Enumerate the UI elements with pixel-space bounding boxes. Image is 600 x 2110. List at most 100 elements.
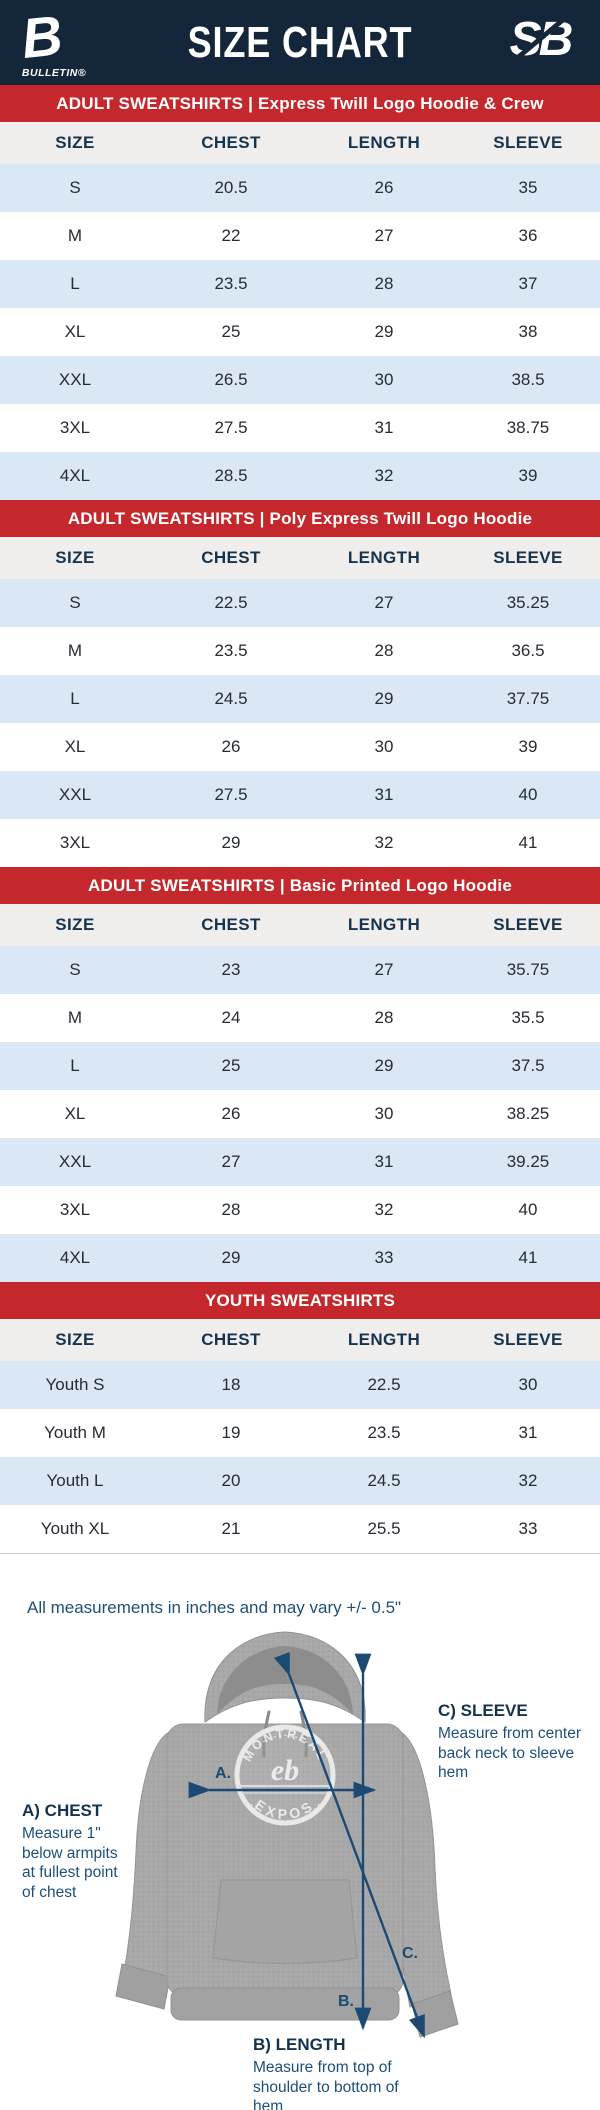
size-cell: Youth M [44,1423,106,1442]
table-row: L 24.5 29 37.75 [0,675,600,723]
size-cell: 3XL [59,1200,91,1219]
value-cell: 35.75 [506,960,550,979]
sleeve-arrow [274,1651,426,2039]
column-header: SIZE [55,133,95,152]
sleeve-label-title: C) SLEEVE [438,1701,528,1720]
svg-text:B: B [19,4,66,70]
measurements-note: All measurements in inches and may vary … [27,1598,402,1617]
table-row: M 24 28 35.5 [0,994,600,1042]
sb-logo-icon: SB [508,12,575,66]
table-row: Youth L 20 24.5 32 [0,1457,600,1505]
column-header: CHEST [201,1330,261,1349]
table-row: S 22.5 27 35.25 [0,579,600,627]
value-cell: 33 [518,1519,538,1538]
column-header: SLEEVE [493,548,563,567]
table-header-row: SIZE CHEST LENGTH SLEEVE [0,537,600,579]
value-cell: 26 [221,737,241,756]
table-row: L 23.5 28 37 [0,260,600,308]
table-row: XXL 27.5 31 40 [0,771,600,819]
value-cell: 35 [518,178,538,197]
table-row: XL 25 29 38 [0,308,600,356]
value-cell: 21 [221,1519,241,1538]
table-header-row: SIZE CHEST LENGTH SLEEVE [0,122,600,164]
value-cell: 30 [374,1104,394,1123]
page-header: B BULLETIN® SIZE CHART SB [0,0,600,85]
value-cell: 25.5 [367,1519,401,1538]
column-header: SLEEVE [493,133,563,152]
column-header: LENGTH [347,1330,421,1349]
value-cell: 39 [518,737,538,756]
column-header: SIZE [55,548,95,567]
value-cell: 27 [374,593,394,612]
value-cell: 18 [221,1375,241,1394]
column-header: CHEST [201,915,261,934]
value-cell: 29 [374,1056,394,1075]
column-header: SIZE [55,1330,95,1349]
chest-label-desc: Measure 1" below armpits at fullest poin… [22,1824,118,1902]
sb-logo: SB [494,8,586,72]
value-cell: 26 [374,178,394,197]
value-cell: 29 [221,833,241,852]
value-cell: 40 [518,1200,538,1219]
value-cell: 27 [221,1152,241,1171]
sleeve-label: C) SLEEVE Measure from center back neck … [438,1700,598,1783]
bulletin-logo-icon: B BULLETIN® [19,3,86,79]
column-header: LENGTH [347,548,421,567]
table-row: 4XL 29 33 41 [0,1234,600,1282]
value-cell: 37 [518,274,538,293]
table-row: XXL 27 31 39.25 [0,1138,600,1186]
size-cell: S [69,960,81,979]
value-cell: 31 [374,785,394,804]
value-cell: 25 [221,1056,241,1075]
table-row: Youth M 19 23.5 31 [0,1409,600,1457]
length-label-title: B) LENGTH [253,2035,346,2054]
table-header-row: SIZE CHEST LENGTH SLEEVE [0,1319,600,1361]
size-table: ADULT SWEATSHIRTS | Basic Printed Logo H… [0,867,600,1282]
value-cell: 26.5 [214,370,248,389]
value-cell: 27.5 [214,418,248,437]
size-cell: M [67,1008,83,1027]
table-row: XL 26 30 38.25 [0,1090,600,1138]
marker-c: C. [402,1945,418,1962]
bulletin-logo: B BULLETIN® [18,3,108,82]
table-row: M 23.5 28 36.5 [0,627,600,675]
hoodie-hem [170,1987,400,2021]
value-cell: 37.5 [511,1056,545,1075]
value-cell: 30 [374,370,394,389]
value-cell: 38 [518,322,538,341]
value-cell: 32 [374,466,394,485]
value-cell: 32 [518,1471,538,1490]
value-cell: 30 [374,737,394,756]
value-cell: 23.5 [214,641,248,660]
table-row: 3XL 28 32 40 [0,1186,600,1234]
column-header: LENGTH [347,133,421,152]
expos-logo: MONTRÉAL EXPOS eb [234,1724,336,1826]
length-label-desc: Measure from top of shoulder to bottom o… [253,2058,399,2110]
size-table: YOUTH SWEATSHIRTS SIZE CHEST LENGTH SLEEVE Yo… [0,1282,600,1554]
value-cell: 32 [374,833,394,852]
value-cell: 27.5 [214,785,248,804]
size-cell: L [70,274,80,293]
size-cell: 3XL [59,418,91,437]
value-cell: 28 [374,274,394,293]
value-cell: 35.5 [511,1008,545,1027]
size-table: ADULT SWEATSHIRTS | Poly Express Twill L… [0,500,600,867]
table-row: XXL 26.5 30 38.5 [0,356,600,404]
size-cell: Youth L [46,1471,104,1490]
value-cell: 40 [518,785,538,804]
size-cell: XL [64,1104,86,1123]
table-row: 3XL 27.5 31 38.75 [0,404,600,452]
column-header: SIZE [55,915,95,934]
size-cell: Youth S [45,1375,105,1394]
value-cell: 37.75 [506,689,550,708]
value-cell: 28.5 [214,466,248,485]
page-title: SIZE CHART [187,17,413,67]
value-cell: 27 [374,226,394,245]
size-cell: XXL [58,370,92,389]
value-cell: 28 [374,1008,394,1027]
size-cell: M [67,641,83,660]
marker-a: A. [215,1765,231,1782]
table-row: XL 26 30 39 [0,723,600,771]
table-banner: YOUTH SWEATSHIRTS [0,1282,600,1319]
size-cell: M [67,226,83,245]
